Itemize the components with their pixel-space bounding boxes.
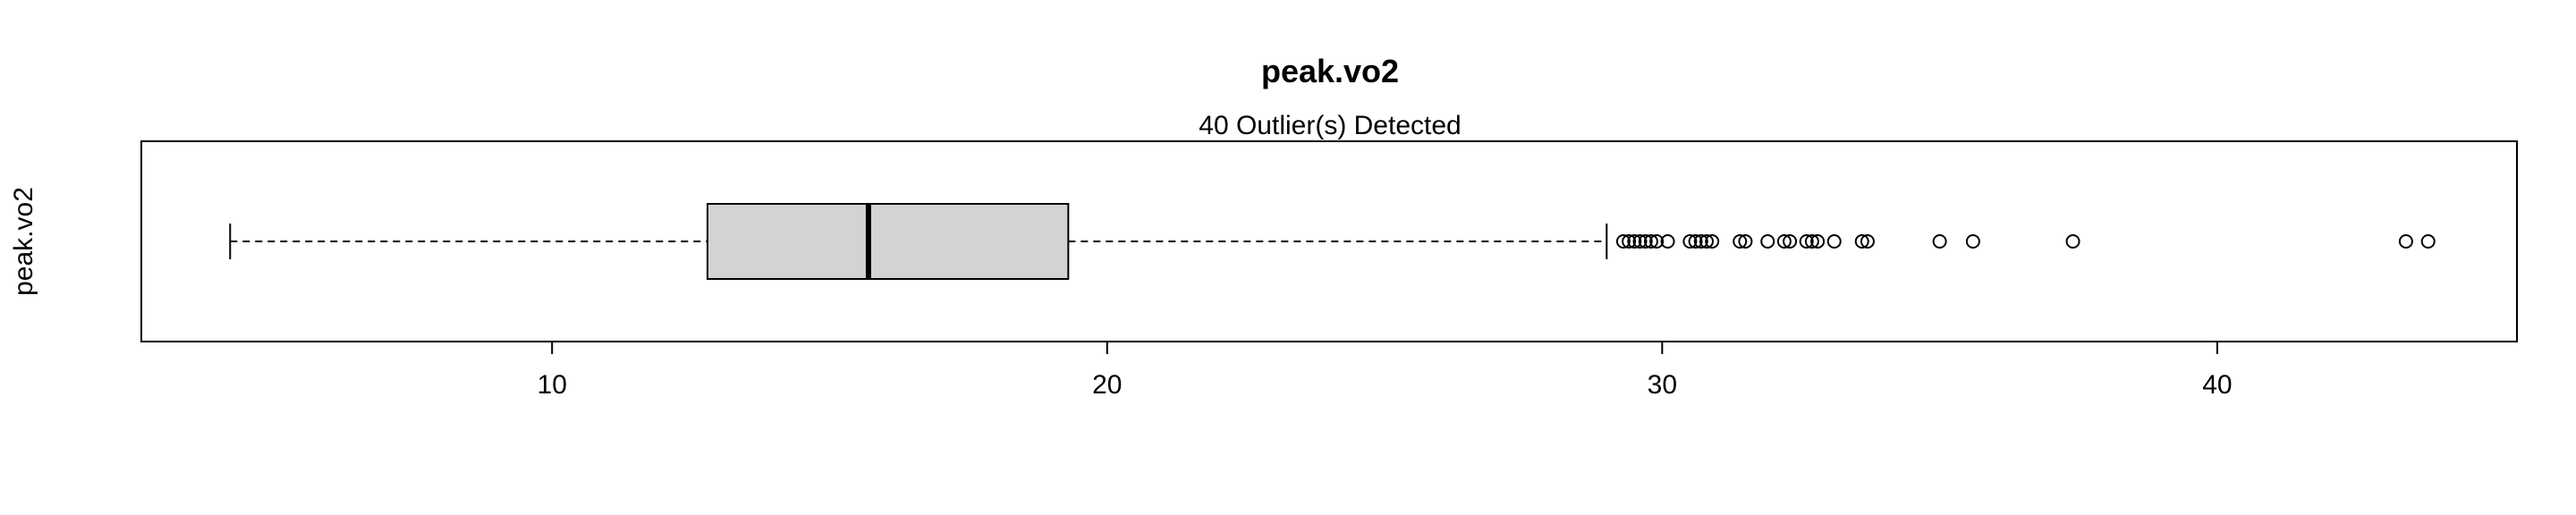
- outlier-point: [1733, 234, 1748, 249]
- box-group: [229, 203, 1608, 280]
- outlier-point: [1705, 234, 1720, 249]
- outlier-group: [1615, 234, 2436, 249]
- x-axis: 10 20 30 40: [538, 341, 2233, 400]
- outlier-point: [1760, 234, 1775, 249]
- x-tick-label: 40: [2202, 370, 2232, 400]
- outlier-point: [1638, 234, 1653, 249]
- outlier-point: [1854, 234, 1869, 249]
- outlier-point: [1783, 234, 1798, 249]
- outlier-point: [1860, 234, 1875, 249]
- outlier-point: [1643, 234, 1658, 249]
- outlier-point: [1688, 234, 1703, 249]
- outlier-point: [1799, 234, 1814, 249]
- outlier-point: [2065, 234, 2080, 249]
- iqr-box: [706, 203, 1070, 280]
- outlier-point: [1738, 234, 1753, 249]
- outlier-point: [1632, 234, 1648, 249]
- x-tick-label: 20: [1092, 370, 1122, 400]
- outlier-point: [1932, 234, 1947, 249]
- outlier-point: [1649, 234, 1665, 249]
- outlier-point: [1627, 234, 1642, 249]
- chart-subtitle: 40 Outlier(s) Detected: [1199, 111, 1461, 140]
- outlier-point: [1693, 234, 1708, 249]
- outlier-point: [1682, 234, 1698, 249]
- outlier-point: [1810, 234, 1826, 249]
- x-tick-label: 10: [538, 370, 567, 400]
- outlier-point: [2398, 234, 2413, 249]
- outlier-point: [1965, 234, 1980, 249]
- outlier-point: [1699, 234, 1714, 249]
- outlier-point: [1622, 234, 1637, 249]
- outlier-point: [1776, 234, 1792, 249]
- chart-title: peak.vo2: [1261, 53, 1399, 89]
- outlier-point: [1826, 234, 1842, 249]
- outlier-point: [2420, 234, 2436, 249]
- outlier-point: [1615, 234, 1631, 249]
- outlier-point: [1804, 234, 1819, 249]
- outlier-point: [1660, 234, 1675, 249]
- x-tick-label: 30: [1648, 370, 1677, 400]
- y-axis-label: peak.vo2: [9, 187, 38, 296]
